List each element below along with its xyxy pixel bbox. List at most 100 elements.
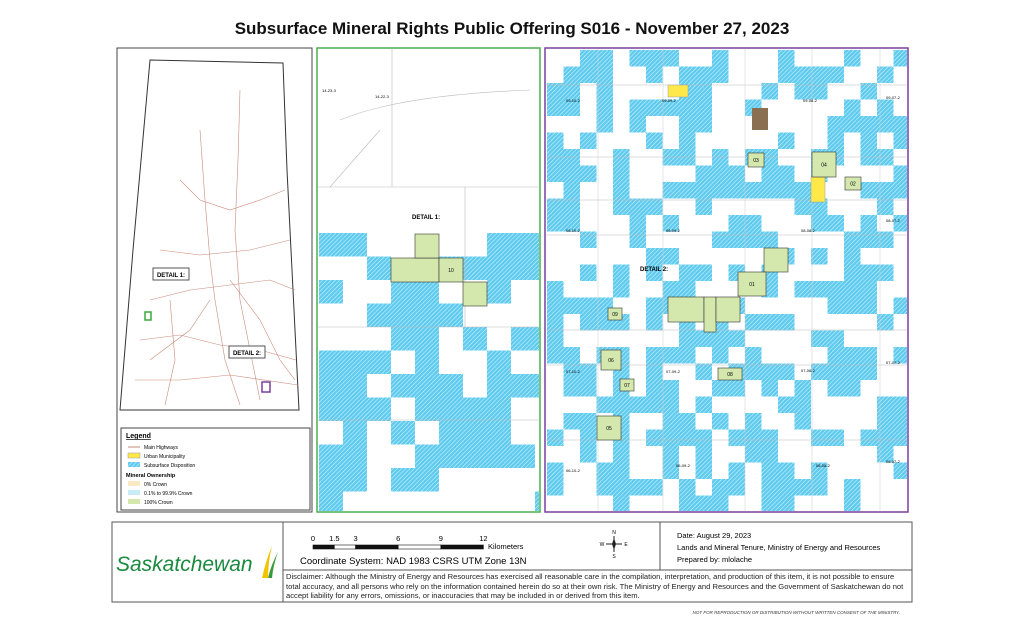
subsurface-disposition [511, 256, 535, 280]
subsurface-disposition [844, 116, 861, 133]
subsurface-disposition [629, 396, 646, 413]
crown-parcel [667, 296, 705, 323]
subsurface-disposition [827, 116, 844, 133]
subsurface-disposition [613, 198, 630, 215]
township-label: 08-07-2 [886, 218, 901, 223]
detail2-callout [228, 345, 266, 359]
subsurface-disposition [712, 182, 729, 199]
township-label: 09-10-2 [566, 98, 581, 103]
legend-swatch [128, 499, 140, 504]
subsurface-disposition [745, 182, 762, 199]
subsurface-disposition [511, 327, 535, 351]
subsurface-disposition [463, 397, 487, 421]
scale-label: 0 [311, 534, 315, 543]
subsurface-disposition [811, 66, 828, 83]
subsurface-disposition [893, 347, 907, 364]
urban-municipality [667, 84, 689, 98]
subsurface-disposition [794, 281, 811, 298]
subsurface-disposition [679, 99, 696, 116]
subsurface-disposition [761, 231, 778, 248]
township-label: 07-07-2 [886, 360, 901, 365]
subsurface-disposition [778, 182, 795, 199]
crown-parcel [811, 151, 837, 178]
subsurface-disposition [547, 462, 564, 479]
subsurface-disposition [343, 374, 367, 398]
subsurface-disposition [695, 99, 712, 116]
legend-item: Main Highways [144, 445, 178, 451]
subsurface-disposition [728, 182, 745, 199]
subsurface-disposition [662, 396, 679, 413]
subsurface-disposition [613, 281, 630, 298]
subsurface-disposition [580, 413, 597, 430]
subsurface-disposition [596, 66, 613, 83]
detail1-callout-label: DETAIL 1: [157, 273, 185, 279]
subsurface-disposition [844, 50, 861, 67]
subsurface-disposition [728, 479, 745, 496]
subsurface-disposition [761, 446, 778, 463]
legend-swatch [128, 462, 140, 467]
subsurface-disposition [860, 281, 877, 298]
subsurface-disposition [487, 233, 511, 257]
subsurface-disposition [415, 280, 439, 304]
subsurface-disposition [778, 132, 795, 149]
subsurface-disposition [794, 479, 811, 496]
subsurface-disposition [695, 83, 712, 100]
parcel-label: 10 [448, 268, 454, 274]
subsurface-disposition [712, 495, 729, 511]
subsurface-disposition [613, 264, 630, 281]
subsurface-disposition [712, 347, 729, 364]
subsurface-disposition [646, 66, 663, 83]
subsurface-disposition [662, 462, 679, 479]
subsurface-disposition [547, 198, 564, 215]
subsurface-disposition [745, 413, 762, 430]
crown-parcel [607, 307, 623, 321]
crown-parcel [763, 247, 789, 273]
subsurface-disposition [844, 248, 861, 265]
subsurface-disposition [646, 363, 663, 380]
subsurface-disposition [563, 99, 580, 116]
township-label: 06-09-2 [676, 463, 691, 468]
subsurface-disposition [728, 429, 745, 446]
crown-parcel [390, 257, 440, 283]
subsurface-disposition [860, 83, 877, 100]
subsurface-disposition [439, 374, 463, 398]
subsurface-disposition [415, 374, 439, 398]
subsurface-disposition [844, 264, 861, 281]
subsurface-disposition [343, 397, 367, 421]
legend-item: 0.1% to 99.9% Crown [144, 491, 193, 497]
subsurface-disposition [319, 233, 343, 257]
compass-e: E [624, 542, 628, 548]
subsurface-disposition [695, 446, 712, 463]
subsurface-disposition [893, 116, 907, 133]
township-label: 08-10-2 [566, 228, 581, 233]
subsurface-disposition [860, 231, 877, 248]
crown-parcel [703, 296, 717, 333]
subsurface-disposition [712, 165, 729, 182]
subsurface-disposition [547, 347, 564, 364]
coordinate-system: Coordinate System: NAD 1983 CSRS UTM Zon… [300, 556, 527, 567]
subsurface-disposition [511, 233, 535, 257]
subsurface-disposition [487, 280, 511, 304]
township-line [329, 129, 381, 188]
subsurface-disposition [728, 215, 745, 232]
crown-parcel [737, 271, 767, 297]
subsurface-disposition [596, 116, 613, 133]
subsurface-disposition [439, 397, 463, 421]
detail1-callout [152, 267, 190, 281]
subsurface-disposition [547, 314, 564, 331]
subsurface-disposition [893, 413, 907, 430]
detail2-callout-label: DETAIL 2: [233, 351, 261, 357]
logo-icon [268, 552, 278, 578]
subsurface-disposition [811, 215, 828, 232]
subsurface-disposition [761, 380, 778, 397]
subsurface-disposition [629, 50, 646, 67]
subsurface-disposition [811, 248, 828, 265]
subsurface-disposition [827, 297, 844, 314]
scale-segment [397, 544, 442, 550]
subsurface-disposition [439, 303, 463, 327]
subsurface-disposition [877, 99, 894, 116]
subsurface-disposition [679, 330, 696, 347]
subsurface-disposition [893, 132, 907, 149]
